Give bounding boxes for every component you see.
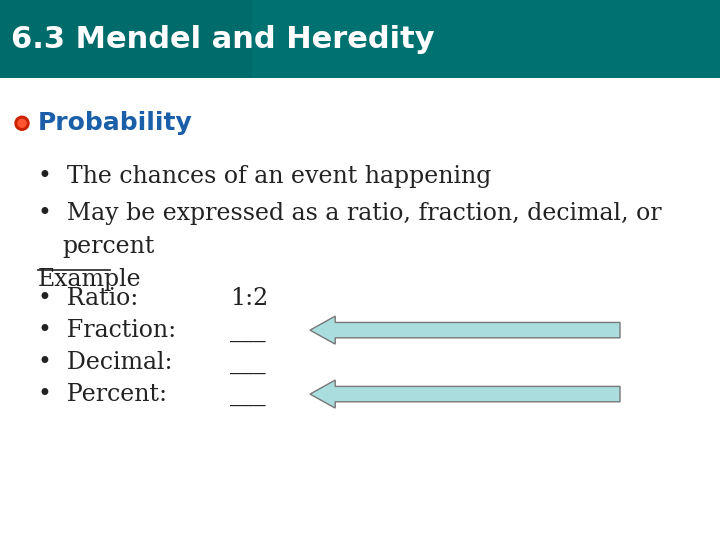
Circle shape <box>18 119 26 127</box>
Text: •  Decimal:: • Decimal: <box>38 350 173 374</box>
Text: Example: Example <box>38 268 142 291</box>
Text: ___: ___ <box>230 319 266 342</box>
Text: 6.3 Mendel and Heredity: 6.3 Mendel and Heredity <box>11 25 434 53</box>
Polygon shape <box>310 316 620 344</box>
Text: 1:2: 1:2 <box>230 287 269 309</box>
Text: ___: ___ <box>230 383 266 406</box>
Text: Probability: Probability <box>38 111 193 136</box>
FancyBboxPatch shape <box>0 0 720 78</box>
Circle shape <box>15 116 29 130</box>
Text: •  May be expressed as a ratio, fraction, decimal, or: • May be expressed as a ratio, fraction,… <box>38 202 662 225</box>
Text: ___: ___ <box>230 350 266 374</box>
Text: •  Fraction:: • Fraction: <box>38 319 176 342</box>
Text: percent: percent <box>62 235 154 258</box>
Polygon shape <box>310 380 620 408</box>
Text: •  The chances of an event happening: • The chances of an event happening <box>38 165 491 188</box>
Text: •  Ratio:: • Ratio: <box>38 287 138 309</box>
FancyBboxPatch shape <box>252 0 720 78</box>
Text: •  Percent:: • Percent: <box>38 383 167 406</box>
